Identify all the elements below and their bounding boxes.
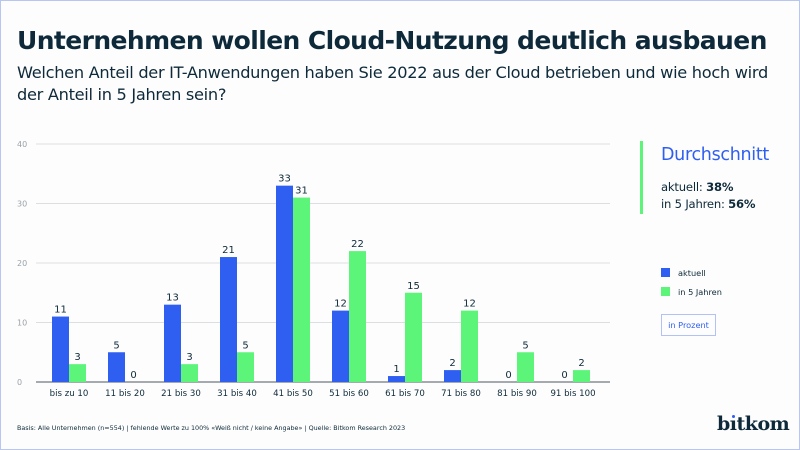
bar-aktuell [388, 376, 405, 382]
data-label: 21 [222, 245, 235, 256]
x-tick-label: 41 bis 50 [273, 389, 313, 399]
x-tick-label: 51 bis 60 [329, 389, 369, 399]
average-title: Durchschnitt [661, 145, 769, 165]
logo-text-tkom: tkom [736, 413, 790, 435]
bar-in-5-jahren [237, 352, 254, 382]
x-tick-label: 81 bis 90 [497, 389, 537, 399]
unit-label-box: in Prozent [661, 314, 716, 336]
data-label: 13 [166, 293, 179, 304]
average-accent-bar [640, 141, 643, 214]
bar-aktuell [276, 185, 293, 382]
average-future: in 5 Jahren: 56% [661, 197, 756, 211]
footer-source-note: Basis: Alle Unternehmen (n=554) | fehlen… [17, 424, 406, 432]
bar-in-5-jahren [69, 364, 86, 382]
data-label: 5 [522, 340, 528, 351]
bar-in-5-jahren [181, 364, 198, 382]
x-tick-label: 21 bis 30 [161, 389, 201, 399]
bar-aktuell [52, 316, 69, 382]
data-label: 15 [407, 281, 420, 292]
chart-subtitle: Welchen Anteil der IT-Anwendungen haben … [17, 63, 768, 104]
data-label: 3 [186, 352, 192, 363]
bar-in-5-jahren [573, 370, 590, 382]
data-label: 31 [295, 186, 308, 197]
average-current-label: aktuell: [661, 180, 707, 194]
x-tick-label: 71 bis 80 [441, 389, 481, 399]
bar-aktuell [444, 370, 461, 382]
data-label: 1 [393, 364, 399, 375]
bar-aktuell [220, 257, 237, 382]
x-tick-label: bis zu 10 [50, 389, 89, 399]
bitkom-logo: bı tkom [717, 413, 790, 435]
bar-in-5-jahren [293, 197, 310, 382]
bar-in-5-jahren [349, 251, 366, 382]
data-label: 5 [113, 340, 119, 351]
bar-in-5-jahren [461, 310, 478, 382]
bar-in-5-jahren [405, 292, 422, 382]
bars [52, 185, 590, 382]
bar-aktuell [108, 352, 125, 382]
average-current-value: 38% [706, 180, 734, 194]
data-label: 12 [463, 299, 476, 310]
y-tick-label: 40 [17, 140, 27, 149]
logo-letter-i: ı [730, 413, 737, 435]
legend-label: aktuell [678, 268, 706, 278]
x-tick-label: 11 bis 20 [105, 389, 145, 399]
bar-aktuell [164, 304, 181, 382]
y-tick-label: 0 [17, 378, 22, 387]
legend-item-in-5-jahren: in 5 Jahren [661, 287, 722, 297]
logo-text-i: ı [729, 413, 737, 435]
y-tick-label: 20 [17, 259, 27, 268]
data-label: 12 [334, 299, 347, 310]
legend-label: in 5 Jahren [678, 287, 722, 297]
data-label: 0 [130, 370, 136, 381]
data-label: 11 [54, 305, 67, 316]
logo-dot [731, 415, 735, 418]
data-label: 22 [351, 239, 364, 250]
data-label: 2 [449, 358, 455, 369]
y-tick-label: 10 [17, 319, 27, 328]
legend-item-aktuell: aktuell [661, 268, 706, 278]
gridlines [36, 143, 610, 383]
data-label: 0 [561, 370, 567, 381]
x-tick-label: 91 bis 100 [550, 389, 595, 399]
data-label: 0 [505, 370, 511, 381]
data-label: 3 [74, 352, 80, 363]
data-label: 5 [242, 340, 248, 351]
average-current: aktuell: 38% [661, 180, 733, 194]
data-label: 33 [278, 174, 291, 185]
x-tick-label: 61 bis 70 [385, 389, 425, 399]
bar-in-5-jahren [517, 352, 534, 382]
x-tick-label: 31 bis 40 [217, 389, 257, 399]
logo-text-b: b [717, 413, 730, 435]
average-future-value: 56% [728, 197, 756, 211]
average-future-label: in 5 Jahren: [661, 197, 729, 211]
chart-title: Unternehmen wollen Cloud-Nutzung deutlic… [17, 26, 767, 55]
data-label: 2 [578, 358, 584, 369]
legend-swatch-in-5-jahren [661, 287, 670, 296]
bar-aktuell [332, 310, 349, 382]
legend-swatch-aktuell [661, 268, 670, 277]
y-tick-label: 30 [17, 200, 27, 209]
